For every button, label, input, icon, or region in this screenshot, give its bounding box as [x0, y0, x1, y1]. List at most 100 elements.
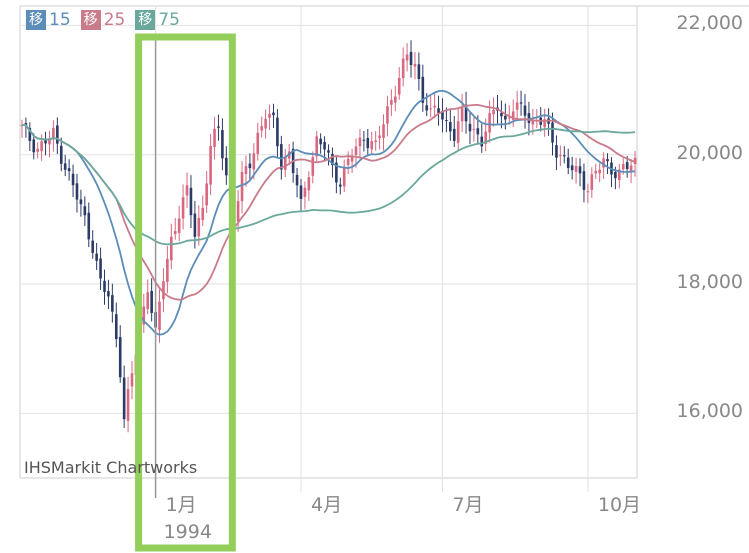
candle-body — [413, 63, 417, 67]
candle-body — [555, 145, 558, 158]
candle-body — [193, 213, 197, 237]
candle-body — [531, 120, 535, 125]
candle-body — [142, 306, 146, 325]
candle-body — [519, 102, 523, 104]
candle-body — [488, 113, 491, 133]
candle-body — [449, 121, 452, 132]
candle-body — [409, 51, 413, 65]
candle-body — [118, 336, 122, 378]
y-tick-label: 22,000 — [676, 12, 743, 35]
legend-item-ma15[interactable]: 移 15 — [26, 10, 71, 30]
candle-body — [621, 163, 625, 170]
candle-body — [315, 136, 319, 157]
candle-body — [236, 201, 240, 222]
ma-line-25 — [21, 103, 636, 301]
candle-body — [103, 280, 106, 292]
candle-body — [252, 153, 256, 170]
candle-body — [602, 158, 605, 168]
candle-body — [559, 155, 562, 157]
candle-body — [543, 119, 546, 128]
candle-body — [130, 373, 134, 387]
candle-body — [417, 64, 421, 80]
candle-body — [240, 171, 244, 202]
candle-body — [476, 128, 480, 135]
candle-body — [338, 184, 342, 187]
candle-body — [618, 169, 621, 181]
candle-body — [468, 123, 472, 132]
candle-body — [299, 185, 303, 199]
candle-body — [374, 140, 377, 143]
candle-body — [606, 159, 609, 162]
candle-body — [83, 206, 87, 216]
candle-body — [122, 377, 126, 420]
candle-body — [590, 174, 594, 190]
candle-body — [32, 139, 36, 153]
candle-body — [52, 127, 55, 140]
candle-body — [95, 253, 98, 261]
candle-body — [523, 105, 527, 116]
legend-box-ma75: 移 — [135, 10, 156, 30]
candle-body — [445, 120, 448, 122]
candle-body — [401, 58, 405, 79]
candle-body — [511, 111, 515, 121]
candle-body — [71, 173, 75, 186]
candle-body — [213, 128, 216, 147]
candle-body — [44, 138, 47, 144]
x-tick-label: 4月 — [310, 494, 343, 516]
legend-value-ma15: 15 — [49, 10, 71, 30]
candle-body — [114, 314, 118, 340]
candle-body — [346, 158, 350, 165]
candle-body — [48, 138, 51, 145]
candle-body — [350, 156, 354, 162]
candle-body — [20, 124, 24, 126]
candle-body — [598, 169, 601, 174]
candle-body — [201, 207, 205, 221]
candle-body — [87, 212, 91, 240]
candle-body — [209, 145, 212, 185]
candle-body — [280, 144, 283, 170]
candle-body — [303, 187, 307, 197]
legend-item-ma75[interactable]: 移 75 — [135, 10, 180, 30]
candle-body — [378, 135, 381, 139]
candle-body — [150, 291, 153, 313]
legend-box-ma25: 移 — [80, 10, 101, 30]
candle-body — [370, 141, 374, 150]
candle-body — [56, 125, 59, 144]
candle-body — [335, 162, 338, 183]
y-tick-label: 18,000 — [676, 271, 743, 294]
candle-body — [221, 130, 224, 159]
legend-item-ma25[interactable]: 移 25 — [80, 10, 126, 30]
candle-body — [382, 124, 385, 138]
candle-body — [24, 123, 28, 126]
candle-body — [578, 166, 582, 174]
candle-body — [323, 141, 326, 150]
candle-body — [574, 165, 578, 172]
candle-body — [181, 197, 185, 219]
candle-body — [166, 258, 169, 282]
candle-body — [562, 155, 566, 157]
candle-body — [170, 236, 173, 261]
candle-body — [464, 104, 468, 122]
candle-body — [75, 183, 79, 200]
candle-body — [173, 231, 177, 235]
candle-body — [582, 171, 586, 190]
candle-body — [158, 301, 161, 330]
x-tick-sublabel: 1994 — [163, 521, 212, 543]
candle-body — [500, 112, 503, 117]
candle-body — [28, 128, 32, 141]
candle-body — [283, 156, 287, 170]
candle-body — [507, 117, 511, 119]
legend-value-ma25: 25 — [103, 10, 126, 30]
candle-body — [566, 157, 570, 169]
candle-body — [437, 108, 440, 114]
plot-frame — [19, 5, 638, 479]
candle-body — [633, 157, 637, 164]
candle-body — [429, 108, 432, 110]
candle-body — [311, 157, 315, 176]
candle-body — [295, 174, 299, 186]
watermark: IHSMarkit Chartworks — [24, 458, 198, 477]
candle-body — [99, 258, 102, 279]
candle-body — [515, 102, 519, 110]
candle-body — [63, 163, 67, 170]
